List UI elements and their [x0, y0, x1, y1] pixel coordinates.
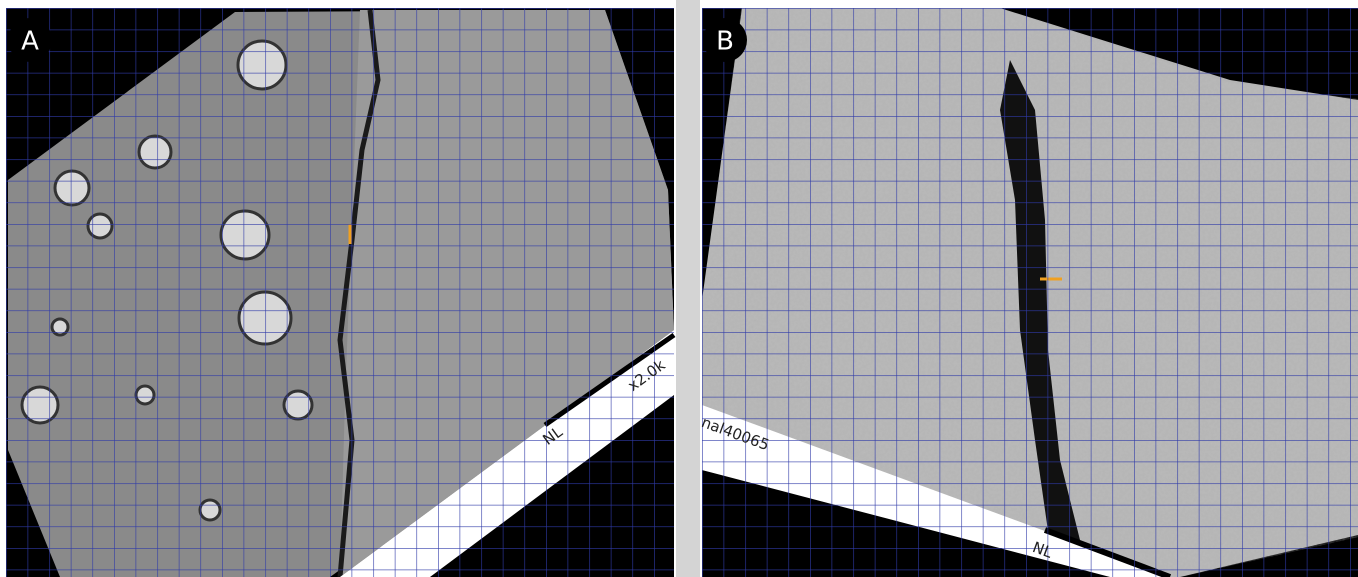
panel-label: B: [716, 27, 734, 57]
panel-label: A: [21, 27, 39, 57]
grid-overlay: [6, 8, 674, 577]
grid-overlay: [702, 8, 1358, 577]
panel-a: x2.0k NL A: [6, 8, 674, 577]
panel-b: nal40065 NL B: [699, 8, 1358, 577]
figure: x2.0k NL A nal40065 NL B: [0, 0, 1358, 577]
divider: [676, 0, 700, 577]
page: x2.0k NL A nal40065 NL B (() => { const …: [0, 0, 1358, 577]
